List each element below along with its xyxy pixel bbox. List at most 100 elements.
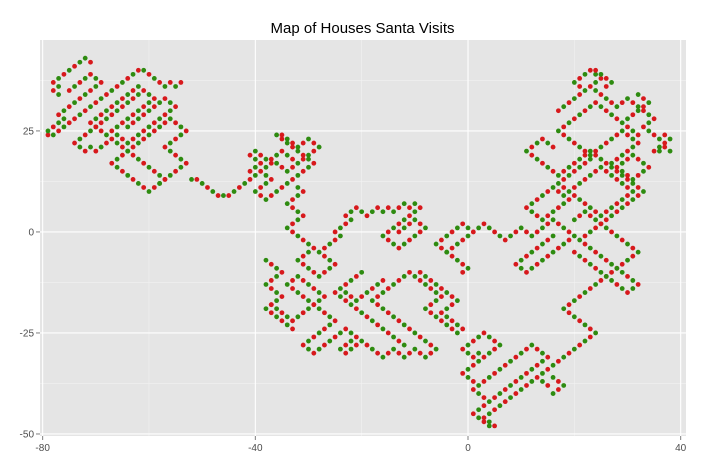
house-point — [268, 302, 274, 308]
house-point — [274, 314, 280, 320]
house-point — [476, 225, 482, 231]
house-point — [587, 172, 593, 178]
house-point — [412, 346, 418, 352]
house-point — [332, 237, 338, 243]
house-point — [428, 310, 434, 316]
house-point — [300, 189, 306, 194]
house-point — [327, 314, 333, 320]
house-point — [284, 225, 290, 231]
house-point — [104, 132, 109, 138]
house-point — [146, 124, 152, 130]
house-point — [385, 229, 391, 235]
house-point — [465, 350, 471, 356]
house-point — [306, 156, 311, 162]
house-point — [614, 282, 620, 287]
house-point — [513, 379, 519, 384]
house-point — [444, 306, 450, 312]
house-point — [311, 286, 317, 291]
house-point — [550, 233, 556, 239]
house-point — [524, 370, 529, 376]
house-point — [513, 261, 519, 267]
house-point — [625, 273, 630, 279]
house-point — [625, 193, 630, 198]
house-point — [205, 185, 210, 190]
house-point — [348, 294, 354, 299]
house-point — [215, 193, 221, 198]
house-point — [316, 330, 322, 336]
house-point — [657, 144, 662, 150]
house-point — [327, 257, 333, 263]
house-point — [561, 241, 567, 247]
house-point — [577, 253, 583, 259]
x-tick-label: 0 — [465, 443, 471, 454]
house-point — [529, 249, 535, 255]
house-point — [571, 346, 577, 352]
house-point — [263, 156, 269, 162]
house-point — [130, 136, 136, 142]
house-point — [284, 322, 290, 328]
house-point — [619, 172, 625, 178]
house-point — [571, 233, 577, 239]
house-point — [534, 229, 540, 235]
house-point — [178, 156, 184, 162]
house-point — [284, 314, 290, 320]
house-point — [316, 306, 322, 312]
house-point — [593, 249, 599, 255]
house-point — [630, 112, 636, 118]
house-point — [338, 330, 343, 336]
house-point — [609, 80, 614, 85]
house-point — [566, 136, 572, 142]
house-point — [50, 80, 56, 85]
house-point — [518, 265, 524, 271]
house-point — [125, 124, 131, 130]
house-point — [577, 197, 583, 203]
house-point — [311, 245, 317, 251]
house-point — [582, 71, 588, 77]
house-point — [369, 318, 375, 324]
house-point — [343, 350, 349, 356]
house-point — [284, 201, 290, 207]
house-point — [460, 237, 466, 243]
house-point — [460, 261, 466, 267]
house-point — [167, 108, 173, 114]
house-point — [550, 362, 556, 368]
house-point — [593, 100, 599, 106]
house-point — [619, 286, 625, 291]
house-point — [343, 326, 349, 332]
house-point — [593, 265, 599, 271]
house-point — [513, 229, 519, 235]
house-point — [492, 229, 497, 235]
house-point — [481, 395, 487, 401]
house-point — [449, 294, 455, 299]
house-point — [593, 71, 599, 77]
house-point — [545, 253, 551, 259]
house-point — [151, 168, 157, 174]
house-point — [603, 273, 609, 279]
house-point — [641, 108, 646, 114]
house-point — [56, 120, 62, 126]
house-point — [667, 148, 673, 154]
house-point — [609, 164, 614, 170]
house-point — [385, 330, 391, 336]
house-point — [98, 144, 104, 150]
house-point — [439, 310, 444, 316]
house-point — [391, 241, 396, 247]
house-point — [529, 366, 535, 372]
house-point — [375, 322, 381, 328]
house-point — [284, 282, 290, 287]
house-point — [587, 334, 593, 340]
house-point — [439, 245, 444, 251]
house-point — [571, 116, 577, 122]
house-point — [614, 201, 620, 207]
house-point — [268, 278, 274, 283]
house-point — [625, 241, 630, 247]
house-point — [593, 282, 599, 287]
house-point — [470, 411, 476, 417]
house-point — [125, 116, 131, 122]
house-point — [571, 96, 577, 101]
house-point — [173, 152, 178, 158]
house-point — [433, 282, 439, 287]
house-point — [88, 59, 93, 65]
house-point — [460, 269, 466, 275]
house-point — [120, 136, 125, 142]
